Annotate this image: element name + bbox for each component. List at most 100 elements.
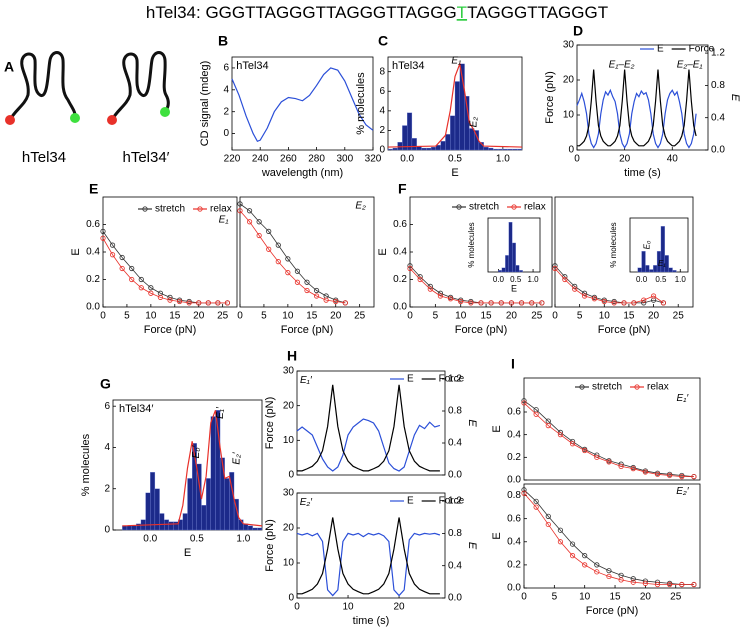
data-point <box>186 300 192 306</box>
data-point <box>246 219 253 225</box>
series-line <box>577 69 697 147</box>
data-point <box>591 296 598 302</box>
plot-frame <box>576 44 709 151</box>
data-point <box>407 263 413 269</box>
x-tick-label: 20 <box>619 154 631 165</box>
histogram-bar <box>637 267 642 273</box>
data-point <box>521 487 527 493</box>
y-axis-label: E <box>70 248 82 255</box>
y-tick-label: 0.6 <box>86 219 100 230</box>
data-point <box>521 400 527 406</box>
y-axis-label: E <box>491 425 503 432</box>
y-tick-label: 0.2 <box>507 560 521 571</box>
legend-marker <box>579 384 585 390</box>
x-tick-label: 5 <box>433 311 439 322</box>
data-point <box>256 219 262 225</box>
y-tick-label: 0.0 <box>393 302 407 313</box>
panel-letter: F <box>398 181 407 197</box>
x-tick-label: 0 <box>407 311 413 322</box>
x-axis-label: time (s) <box>624 167 661 179</box>
legend-marker <box>511 204 517 210</box>
y-tick-label: 0.2 <box>393 274 407 285</box>
x-tick-label: 20 <box>506 311 518 322</box>
data-point <box>606 568 612 574</box>
y-tick-label: 2 <box>104 483 110 494</box>
construct-label: hTel34′ <box>122 149 169 166</box>
y2-tick-label: 0.4 <box>448 438 462 449</box>
sequence-prefix: hTel34: GGGTTAGGGTTAGGGTTAGGG <box>146 3 457 22</box>
data-point <box>630 579 636 585</box>
y-tick-label: 0.2 <box>507 452 521 463</box>
x-tick-label: 0.0 <box>143 534 157 545</box>
series-line <box>576 88 697 149</box>
data-point <box>313 293 320 299</box>
x-tick-label: 5 <box>577 311 583 322</box>
y2-tick-label: 1.2 <box>448 374 462 385</box>
panel-letter: D <box>573 23 583 39</box>
y-axis-label: % molecules <box>609 222 618 267</box>
data-point <box>660 300 667 306</box>
panel-letter: E <box>89 181 98 197</box>
histogram-bar <box>454 81 460 151</box>
data-point <box>545 513 551 519</box>
annotation: E₀ <box>643 240 652 249</box>
data-point <box>100 235 106 241</box>
x-tick-label: 20 <box>330 311 342 322</box>
x-tick-label: 15 <box>623 311 635 322</box>
y-tick-label: 0.0 <box>507 475 521 486</box>
y-axis-label: Force (pN) <box>544 71 556 124</box>
fit-curve <box>387 61 523 148</box>
y-tick-label: 0.8 <box>507 490 521 501</box>
legend-label: E <box>657 44 664 55</box>
histogram-bar <box>252 527 258 531</box>
histogram-bar <box>387 148 393 151</box>
y-axis-label: Force (pN) <box>264 397 276 450</box>
x-axis-label: Force (pN) <box>598 324 651 336</box>
data-point <box>594 454 600 460</box>
x-tick-label: 20 <box>648 311 660 322</box>
data-point <box>569 553 576 559</box>
data-point <box>275 259 281 265</box>
dna-schematic <box>110 51 170 121</box>
legend-label: stretch <box>592 382 622 393</box>
data-point <box>691 581 697 588</box>
y-tick-label: 30 <box>283 488 295 499</box>
x-tick-label: 0.0 <box>400 154 414 165</box>
plot-frame <box>296 370 446 476</box>
histogram-bar <box>247 525 253 531</box>
series-line <box>523 489 694 585</box>
x-tick-label: 0.0 <box>636 275 648 284</box>
data-point <box>533 504 539 510</box>
data-point <box>176 298 183 305</box>
data-point <box>237 208 243 214</box>
x-tick-label: 0 <box>552 311 558 322</box>
data-point <box>582 447 588 454</box>
construct-label: hTel34 <box>22 149 66 166</box>
plot-frame <box>296 492 446 599</box>
annotation: E₁′ <box>215 406 226 419</box>
data-point <box>148 290 154 296</box>
x-tick-label: 1.0 <box>675 275 687 284</box>
series-line <box>231 67 374 142</box>
panel-label: hTel34 <box>236 60 268 72</box>
y2-tick-label: 0.8 <box>448 528 462 539</box>
data-point <box>498 300 504 306</box>
x-tick-label: 0 <box>294 602 300 613</box>
series-line <box>297 517 440 595</box>
x-tick-label: 0.5 <box>190 534 204 545</box>
plot-frame <box>523 483 701 589</box>
histogram-bar <box>201 505 207 531</box>
x-tick-label: 5 <box>261 311 267 322</box>
series-line <box>296 532 441 597</box>
y-axis-label: E <box>377 248 389 255</box>
x-tick-label: 0.0 <box>493 275 505 284</box>
histogram-bar <box>498 270 503 273</box>
x-tick-label: 15 <box>609 592 621 603</box>
x-axis-label: wavelength (nm) <box>261 167 343 179</box>
histogram-bar <box>649 269 654 273</box>
data-point <box>129 265 135 272</box>
y-tick-label: 4 <box>223 84 229 95</box>
annotation: E₂′ <box>231 451 242 464</box>
y-axis-label: CD signal (mdeg) <box>199 61 211 147</box>
data-point <box>581 293 588 299</box>
